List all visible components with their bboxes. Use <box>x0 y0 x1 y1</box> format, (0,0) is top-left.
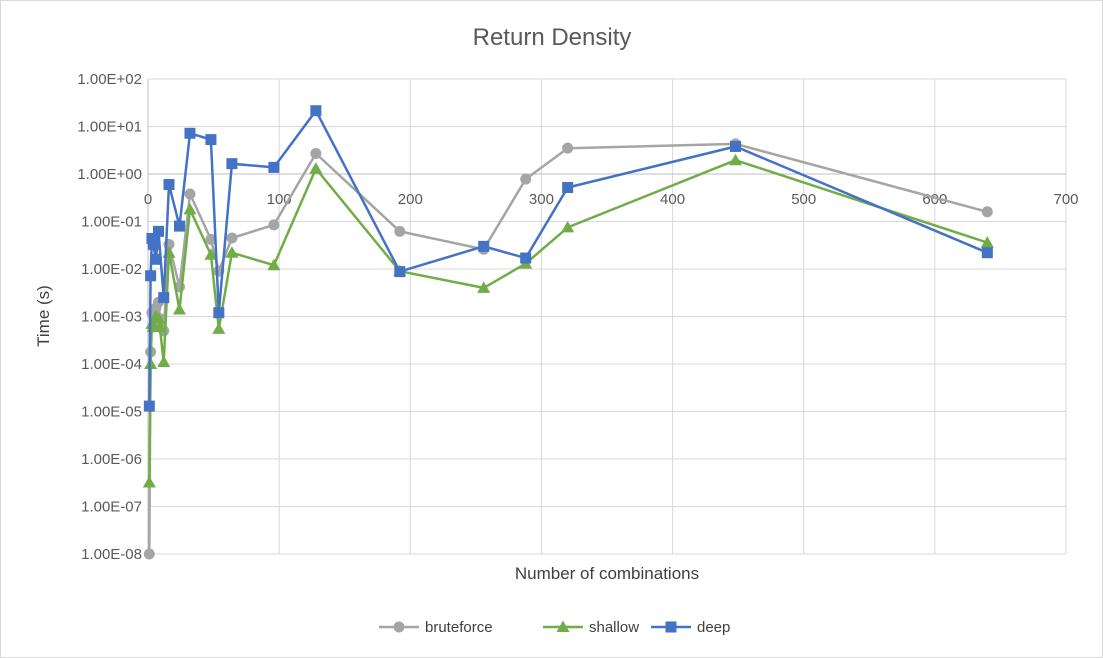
legend-marker <box>393 621 405 633</box>
y-tick-label: 1.00E+01 <box>77 119 142 136</box>
data-point-deep <box>205 134 217 146</box>
data-point-bruteforce <box>268 219 280 231</box>
x-tick-label: 300 <box>529 191 554 208</box>
y-tick-label: 1.00E-03 <box>81 309 142 326</box>
data-point-shallow <box>183 202 197 215</box>
data-point-shallow <box>204 248 218 260</box>
series-line-deep <box>148 109 988 407</box>
data-point-deep <box>145 270 157 282</box>
data-point-shallow <box>980 236 994 248</box>
data-point-bruteforce <box>143 548 155 560</box>
data-point-bruteforce <box>394 225 406 237</box>
data-point-deep <box>150 253 162 265</box>
legend-item-deep: deep <box>651 619 730 636</box>
data-point-shallow <box>561 220 575 233</box>
legend-item-bruteforce: bruteforce <box>379 619 493 636</box>
data-point-deep <box>268 161 280 173</box>
data-point-deep <box>213 307 225 319</box>
data-point-deep <box>394 266 406 278</box>
y-tick-label: 1.00E-08 <box>81 546 142 563</box>
legend-label: deep <box>697 619 730 636</box>
y-tick-label: 1.00E-02 <box>81 261 142 278</box>
legend: bruteforce shallow deep <box>379 619 730 636</box>
y-axis-ticks: 1.00E+02 1.00E+01 1.00E+00 1.00E-01 1.00E-02… <box>77 71 142 563</box>
data-point-deep <box>730 140 742 152</box>
y-tick-label: 1.00E-06 <box>81 451 142 468</box>
data-point-shallow <box>157 355 171 368</box>
data-point-bruteforce <box>184 188 196 200</box>
data-point-shallow <box>212 322 226 334</box>
data-point-shallow <box>225 246 239 258</box>
data-point-deep <box>184 127 196 139</box>
plot-series <box>142 105 994 560</box>
data-point-bruteforce <box>205 233 217 245</box>
data-point-deep <box>562 181 574 193</box>
data-point-shallow <box>172 303 186 315</box>
x-tick-label: 500 <box>791 191 816 208</box>
series-line-shallow <box>148 158 988 483</box>
data-point-shallow <box>151 312 165 324</box>
y-axis-title: Time (s) <box>34 285 53 347</box>
data-point-bruteforce <box>310 148 322 160</box>
data-point-bruteforce <box>520 173 532 185</box>
data-point-deep <box>163 179 175 191</box>
legend-marker <box>556 620 570 632</box>
y-tick-label: 1.00E-04 <box>81 356 142 373</box>
data-point-shallow <box>153 320 167 333</box>
data-point-shallow <box>142 476 156 488</box>
data-point-deep <box>158 292 170 304</box>
data-point-deep <box>520 252 532 264</box>
y-tick-label: 1.00E-01 <box>81 214 142 231</box>
data-point-bruteforce <box>226 232 238 244</box>
legend-label: bruteforce <box>425 619 493 636</box>
data-point-deep <box>310 105 322 117</box>
data-point-deep <box>981 247 993 259</box>
data-point-deep <box>226 158 238 170</box>
gridlines <box>147 78 1067 555</box>
y-tick-label: 1.00E+02 <box>77 71 142 88</box>
x-tick-label: 0 <box>144 191 152 208</box>
legend-item-shallow: shallow <box>543 619 639 636</box>
series-shallow <box>142 153 994 488</box>
data-point-shallow <box>309 162 323 174</box>
data-point-bruteforce <box>562 142 574 154</box>
x-axis-title: Number of combinations <box>515 564 699 583</box>
data-point-shallow <box>267 258 281 271</box>
data-point-shallow <box>477 281 491 293</box>
series-deep <box>143 105 993 412</box>
data-point-shallow <box>729 153 743 166</box>
data-point-deep <box>146 232 158 244</box>
y-tick-label: 1.00E+00 <box>77 166 142 183</box>
x-tick-label: 200 <box>398 191 423 208</box>
x-tick-label: 700 <box>1053 191 1078 208</box>
data-point-deep <box>143 400 155 412</box>
legend-marker <box>665 621 677 633</box>
data-point-deep <box>173 220 185 232</box>
data-point-deep <box>478 240 490 252</box>
x-tick-label: 400 <box>660 191 685 208</box>
data-point-deep <box>147 238 159 250</box>
data-point-bruteforce <box>981 206 993 218</box>
legend-label: shallow <box>589 619 639 636</box>
y-tick-label: 1.00E-05 <box>81 404 142 421</box>
y-tick-label: 1.00E-07 <box>81 499 142 516</box>
chart-title: Return Density <box>473 24 632 51</box>
data-point-deep <box>152 225 164 237</box>
